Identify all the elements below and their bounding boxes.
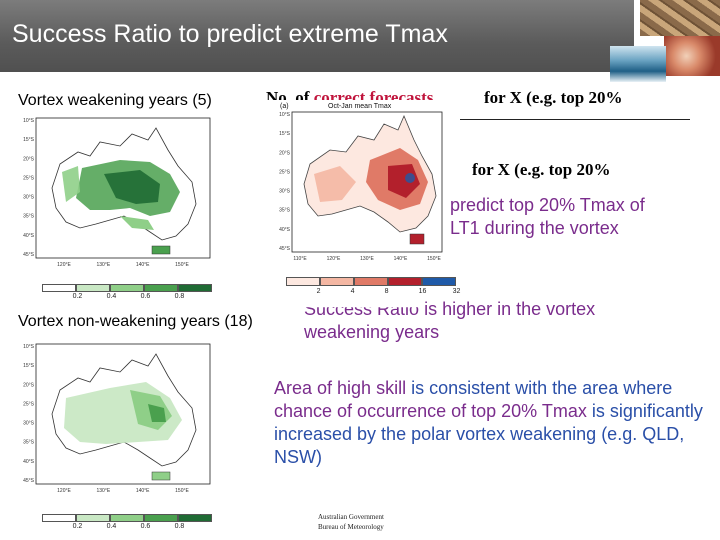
lon-tick-label: 140°E [136, 488, 150, 494]
lat-tick-label: 20°S [279, 150, 291, 156]
paragraph-3: Area of high skill is consistent with th… [274, 377, 704, 469]
heading-part2: for X (e.g. top 20% [484, 88, 623, 108]
colorbar-top-swatch [110, 284, 144, 292]
overlay-panel-label: (a) [280, 103, 289, 110]
lon-tick-label: 130°E [96, 488, 110, 494]
colorbar-top-tick-label: 0.6 [141, 293, 151, 300]
lat-tick-label: 20°S [23, 156, 35, 162]
colorbar-overlay-tick-label: 2 [317, 288, 321, 295]
colorbar-overlay-swatch [422, 277, 456, 286]
lat-tick-label: 45°S [279, 246, 291, 252]
colorbar-top-tick-label: 0.2 [73, 293, 83, 300]
fraction-line [444, 119, 690, 120]
colorbar-bottom-swatch [144, 514, 178, 522]
label-nonweakening-years: Vortex non-weakening years (18) [18, 313, 253, 331]
slide-title: Success Ratio to predict extreme Tmax [12, 20, 448, 49]
lon-tick-label: 130°E [96, 262, 110, 268]
colorbar-overlay-tick-label: 16 [419, 288, 427, 295]
lat-tick-label: 30°S [279, 189, 291, 195]
lat-tick-label: 25°S [23, 175, 35, 181]
bom-logo: Australian Government Bureau of Meteorol… [318, 512, 384, 532]
colorbar-bottom-tick-label: 0.6 [141, 523, 151, 530]
colorbar-top-tick-label: 0.4 [107, 293, 117, 300]
lon-tick-label: 150°E [175, 488, 189, 494]
lon-tick-label: 150°E [175, 262, 189, 268]
lat-tick-label: 10°S [279, 112, 291, 118]
lon-tick-label: 120°E [57, 262, 71, 268]
paragraph-1: predict top 20% Tmax of LT1 during the v… [450, 194, 710, 240]
lon-tick-label: 130°E [360, 256, 374, 262]
lat-tick-label: 35°S [23, 214, 35, 220]
overlay-map-tmax: (a) Oct-Jan mean Tmax 10°S 15°S 20°S 25°S 30… [250, 100, 460, 298]
cracked-earth-image [640, 0, 720, 36]
overlay-title: Oct-Jan mean Tmax [328, 103, 392, 110]
para3-high-skill: Area of high skill [274, 378, 406, 398]
logo-line1: Australian Government [318, 512, 384, 522]
para2-line2: weakening years [304, 321, 704, 344]
colorbar-overlay-swatch [388, 277, 422, 286]
lat-tick-label: 40°S [23, 459, 35, 465]
para2-line1-rest: is higher in the vortex [424, 299, 595, 319]
colorbar-bottom-swatch [76, 514, 110, 522]
para1-line1: predict top 20% Tmax of [450, 194, 710, 217]
lat-tick-label: 15°S [23, 363, 35, 369]
lat-tick-label: 35°S [23, 440, 35, 446]
lat-tick-label: 25°S [279, 169, 291, 175]
lat-tick-label: 40°S [279, 227, 291, 233]
para1-line2: LT1 during the vortex [450, 217, 710, 240]
lat-tick-label: 10°S [23, 344, 35, 350]
lat-tick-label: 30°S [23, 195, 35, 201]
lon-tick-label: 140°E [136, 262, 150, 268]
colorbar-bottom-tick-label: 0.8 [175, 523, 185, 530]
colorbar-top-swatch [178, 284, 212, 292]
colorbar-bottom-tick-label: 0.2 [73, 523, 83, 530]
colorbar-overlay-swatch [354, 277, 388, 286]
label-weakening-years: Vortex weakening years (5) [18, 92, 212, 110]
map-weakening-years: 10°S 15°S 20°S 25°S 30°S 35°S 40°S 45°S 120°E 13… [20, 112, 216, 302]
colorbar-top-swatch [76, 284, 110, 292]
lat-tick-label: 15°S [23, 137, 35, 143]
lat-tick-label: 15°S [279, 131, 291, 137]
colorbar-top-swatch [144, 284, 178, 292]
lat-tick-label: 20°S [23, 382, 35, 388]
colorbar-overlay [286, 277, 456, 286]
colorbar-top-tick-label: 0.8 [175, 293, 185, 300]
para3-consistent: is consistent with the area where [411, 378, 672, 398]
logo-line2: Bureau of Meteorology [318, 522, 384, 532]
colorbar-bottom [42, 514, 212, 522]
lon-tick-label: 150°E [427, 256, 441, 262]
lat-tick-label: 45°S [23, 478, 35, 484]
lon-tick-label: 110°E [293, 256, 307, 262]
colorbar-overlay-tick-label: 32 [453, 288, 461, 295]
para2-success-ratio: Success Ratio [304, 298, 419, 321]
lat-tick-label: 40°S [23, 233, 35, 239]
lat-tick-label: 10°S [23, 118, 35, 124]
lat-tick-label: 35°S [279, 208, 291, 214]
colorbar-overlay-swatch [286, 277, 320, 286]
heading-repeat: for X (e.g. top 20% [472, 160, 611, 180]
lon-tick-label: 140°E [394, 256, 408, 262]
colorbar-top-swatch [42, 284, 76, 292]
colorbar-top [42, 284, 212, 292]
para3-chance: chance of occurrence of top 20% Tmax [274, 401, 587, 421]
colorbar-overlay-tick-label: 4 [351, 288, 355, 295]
lat-tick-label: 25°S [23, 401, 35, 407]
colorbar-bottom-swatch [110, 514, 144, 522]
colorbar-overlay-swatch [320, 277, 354, 286]
colorbar-bottom-swatch [42, 514, 76, 522]
paragraph-2: Success Ratio is higher in the vortex we… [304, 298, 704, 344]
lon-tick-label: 120°E [327, 256, 341, 262]
colorbar-overlay-tick-label: 8 [385, 288, 389, 295]
lat-tick-label: 30°S [23, 421, 35, 427]
colorbar-bottom-swatch [178, 514, 212, 522]
map-nonweakening-years: 10°S 15°S 20°S 25°S 30°S 35°S 40°S 45°S 120°E 13… [20, 338, 216, 528]
colorbar-bottom-tick-label: 0.4 [107, 523, 117, 530]
lon-tick-label: 120°E [57, 488, 71, 494]
lat-tick-label: 45°S [23, 252, 35, 258]
ocean-wave-image [610, 46, 666, 82]
bushfire-image [664, 36, 720, 76]
